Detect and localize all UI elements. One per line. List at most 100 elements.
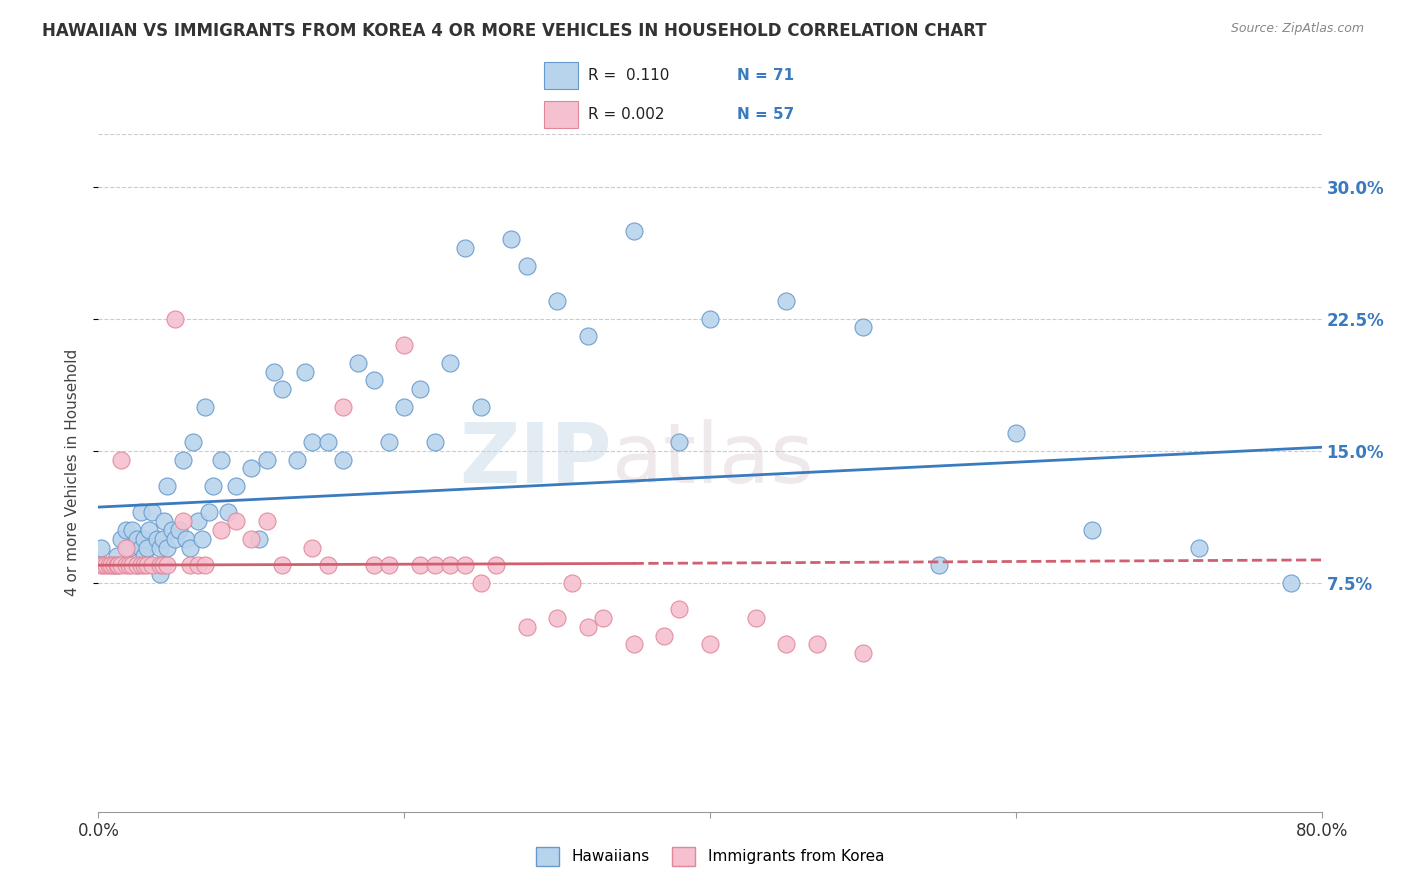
Point bbox=[225, 514, 247, 528]
Point bbox=[209, 452, 232, 467]
Point bbox=[121, 558, 143, 573]
Point bbox=[347, 356, 370, 370]
Point bbox=[256, 514, 278, 528]
Point bbox=[141, 558, 163, 573]
Y-axis label: 4 or more Vehicles in Household: 4 or more Vehicles in Household bbox=[65, 349, 80, 597]
Point bbox=[149, 567, 172, 582]
Point bbox=[134, 558, 156, 573]
Point bbox=[1004, 426, 1026, 441]
Point bbox=[179, 541, 201, 555]
Point bbox=[100, 558, 122, 573]
Point bbox=[285, 452, 308, 467]
Point bbox=[156, 541, 179, 555]
Point bbox=[194, 558, 217, 573]
Text: N = 71: N = 71 bbox=[737, 68, 794, 83]
Point bbox=[470, 575, 492, 590]
Text: atlas: atlas bbox=[612, 418, 814, 500]
Point bbox=[129, 558, 152, 573]
Point bbox=[136, 541, 159, 555]
Point bbox=[105, 558, 128, 573]
Point bbox=[256, 452, 278, 467]
Point bbox=[699, 311, 721, 326]
Point bbox=[576, 329, 599, 343]
Point bbox=[423, 558, 446, 573]
Point bbox=[263, 364, 285, 378]
Point bbox=[145, 532, 167, 546]
Point bbox=[668, 602, 690, 616]
Point bbox=[179, 558, 201, 573]
Point bbox=[332, 400, 354, 414]
Point bbox=[225, 479, 247, 493]
Point bbox=[775, 294, 797, 309]
Point bbox=[125, 558, 148, 573]
Point bbox=[699, 637, 721, 651]
Text: Source: ZipAtlas.com: Source: ZipAtlas.com bbox=[1230, 22, 1364, 36]
Point bbox=[316, 558, 339, 573]
Point bbox=[172, 452, 194, 467]
Point bbox=[623, 224, 645, 238]
Point bbox=[138, 523, 160, 537]
Point bbox=[454, 241, 477, 255]
Point bbox=[118, 541, 141, 555]
Point bbox=[191, 532, 214, 546]
Point bbox=[217, 505, 239, 519]
Point bbox=[172, 514, 194, 528]
Point bbox=[90, 541, 112, 555]
Point bbox=[561, 575, 583, 590]
Legend: Hawaiians, Immigrants from Korea: Hawaiians, Immigrants from Korea bbox=[530, 841, 890, 871]
Point bbox=[115, 523, 138, 537]
Point bbox=[125, 532, 148, 546]
Point bbox=[378, 434, 401, 449]
Point bbox=[423, 434, 446, 449]
Point bbox=[202, 479, 225, 493]
Point bbox=[332, 452, 354, 467]
Point bbox=[169, 523, 191, 537]
Point bbox=[516, 620, 538, 634]
Point bbox=[110, 558, 132, 573]
Point bbox=[115, 558, 138, 573]
FancyBboxPatch shape bbox=[544, 101, 578, 128]
Point bbox=[392, 338, 416, 352]
Point bbox=[546, 294, 568, 309]
Point bbox=[592, 611, 614, 625]
Point bbox=[98, 558, 121, 573]
Point bbox=[107, 558, 129, 573]
Point bbox=[852, 320, 875, 334]
FancyBboxPatch shape bbox=[544, 62, 578, 89]
Point bbox=[134, 532, 156, 546]
Point bbox=[454, 558, 477, 573]
Point bbox=[501, 232, 523, 246]
Point bbox=[852, 646, 875, 660]
Point bbox=[103, 558, 125, 573]
Point bbox=[91, 558, 114, 573]
Text: HAWAIIAN VS IMMIGRANTS FROM KOREA 4 OR MORE VEHICLES IN HOUSEHOLD CORRELATION CH: HAWAIIAN VS IMMIGRANTS FROM KOREA 4 OR M… bbox=[42, 22, 987, 40]
Point bbox=[1188, 541, 1211, 555]
Point bbox=[485, 558, 508, 573]
Point bbox=[270, 558, 292, 573]
Point bbox=[121, 523, 143, 537]
Text: N = 57: N = 57 bbox=[737, 107, 794, 122]
Point bbox=[156, 479, 179, 493]
Point bbox=[149, 541, 172, 555]
Point bbox=[152, 532, 174, 546]
Point bbox=[363, 558, 385, 573]
Point bbox=[668, 434, 690, 449]
Point bbox=[247, 532, 270, 546]
Point bbox=[209, 523, 232, 537]
Point bbox=[240, 461, 263, 475]
Point bbox=[408, 382, 430, 396]
Point bbox=[115, 541, 138, 555]
Point bbox=[110, 532, 132, 546]
Text: R = 0.002: R = 0.002 bbox=[588, 107, 665, 122]
Point bbox=[103, 558, 125, 573]
Point bbox=[270, 382, 292, 396]
Point bbox=[576, 620, 599, 634]
Point bbox=[516, 259, 538, 273]
Point bbox=[546, 611, 568, 625]
Point bbox=[187, 514, 209, 528]
Point bbox=[129, 541, 152, 555]
Point bbox=[194, 400, 217, 414]
Point bbox=[105, 549, 128, 564]
Text: ZIP: ZIP bbox=[460, 418, 612, 500]
Point bbox=[301, 434, 323, 449]
